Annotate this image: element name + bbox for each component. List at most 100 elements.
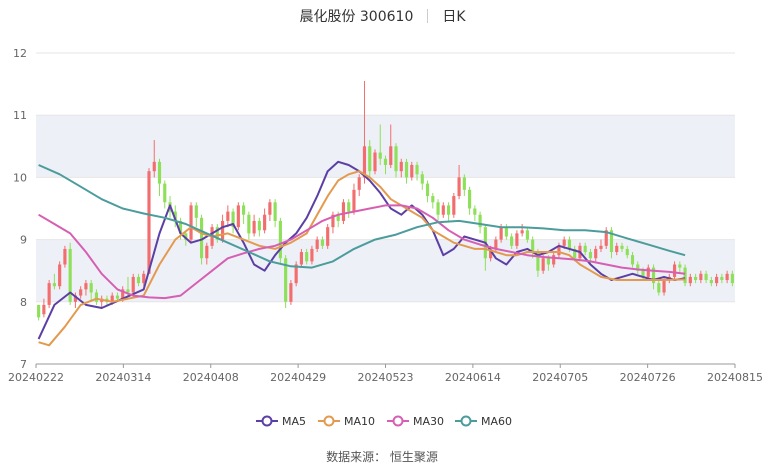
legend-item-ma30[interactable]: MA30 — [387, 415, 444, 428]
candle — [594, 245, 598, 262]
x-tick-label: 20240429 — [270, 371, 326, 384]
candle — [331, 211, 335, 234]
y-tick-label: 7 — [20, 358, 27, 371]
candle — [163, 180, 167, 209]
candle — [730, 270, 734, 287]
candle — [89, 280, 93, 302]
candle-body — [142, 273, 146, 284]
candle — [630, 252, 635, 268]
candle-body — [94, 292, 99, 302]
candle-body — [441, 205, 445, 215]
candle — [289, 280, 293, 305]
candle-body — [604, 230, 608, 246]
candle — [625, 245, 629, 259]
legend-item-ma10[interactable]: MA10 — [318, 415, 375, 428]
candle-body — [320, 239, 325, 246]
candle-body — [410, 164, 414, 178]
legend-marker — [460, 415, 472, 427]
x-tick-label: 20240614 — [445, 371, 501, 384]
x-tick-label: 20240815 — [707, 371, 763, 384]
ma-line-ma30 — [38, 204, 686, 300]
candle-body — [662, 280, 666, 293]
candle-body — [184, 233, 188, 240]
candle — [368, 140, 372, 178]
candle — [468, 186, 472, 215]
candle-body — [315, 239, 319, 249]
candle-body — [268, 202, 272, 215]
candle-body — [37, 304, 41, 318]
candle — [63, 245, 67, 268]
y-axis: 7 8 9 10 11 12 — [13, 47, 27, 371]
candle-body — [305, 252, 309, 262]
candle — [273, 199, 277, 228]
candle — [263, 208, 267, 234]
candle-body — [541, 258, 545, 271]
candle — [536, 248, 540, 277]
candle-body — [157, 161, 162, 184]
candle-body — [415, 164, 419, 175]
candle-body — [263, 214, 267, 231]
candle-body — [594, 248, 598, 259]
legend-item-ma5[interactable]: MA5 — [256, 415, 306, 428]
candle — [278, 217, 282, 265]
candle-body — [63, 248, 67, 265]
candle-body — [489, 248, 493, 259]
candle — [189, 202, 193, 243]
candle — [599, 239, 603, 253]
candle — [699, 270, 703, 284]
candle — [73, 292, 77, 309]
candle — [173, 205, 177, 228]
candle — [310, 245, 314, 265]
x-tick-label: 20240523 — [358, 371, 414, 384]
candle — [42, 298, 46, 318]
candle — [399, 158, 403, 178]
candle — [347, 199, 351, 218]
candle-body — [357, 177, 361, 190]
candle-body — [247, 214, 251, 234]
candle — [510, 233, 514, 249]
candle — [242, 202, 246, 225]
candle-body — [599, 245, 603, 249]
candle — [220, 214, 225, 243]
candle-body — [236, 205, 240, 228]
candle-body — [468, 189, 472, 209]
candle-body — [725, 273, 729, 281]
candle — [520, 224, 524, 237]
ma-line-ma5 — [37, 160, 686, 340]
candle-body — [163, 183, 167, 203]
candle — [709, 276, 713, 287]
candle-body — [531, 239, 535, 253]
candle-body — [709, 280, 713, 284]
candle — [84, 280, 88, 296]
candle-body — [368, 146, 372, 172]
x-axis: 20240222 20240314 20240408 20240429 20240523… — [8, 363, 763, 384]
candle-body — [510, 236, 514, 246]
candle — [688, 273, 692, 287]
candle — [441, 202, 445, 218]
moving-average-lines — [37, 160, 686, 347]
candle-body — [446, 205, 451, 215]
candle-body — [73, 295, 77, 302]
candle — [362, 80, 367, 184]
candle-body — [715, 276, 719, 284]
candle — [341, 199, 346, 225]
candle-body — [536, 252, 540, 271]
candle-body — [462, 177, 466, 190]
candle-body — [657, 283, 661, 293]
candle — [79, 286, 83, 299]
candle-body — [625, 248, 629, 256]
candle — [678, 261, 682, 274]
y-tick-label: 9 — [20, 234, 27, 247]
candle-body — [583, 245, 587, 253]
candle — [294, 261, 298, 287]
candle — [410, 161, 414, 181]
chart-title: 晨化股份 300610 — [299, 9, 414, 25]
legend-item-ma60[interactable]: MA60 — [455, 415, 512, 428]
candle — [299, 248, 303, 268]
candle-body — [378, 152, 382, 159]
candle-body — [499, 227, 503, 240]
candle — [305, 248, 309, 265]
candle-body — [588, 252, 593, 259]
candle-body — [79, 289, 83, 296]
